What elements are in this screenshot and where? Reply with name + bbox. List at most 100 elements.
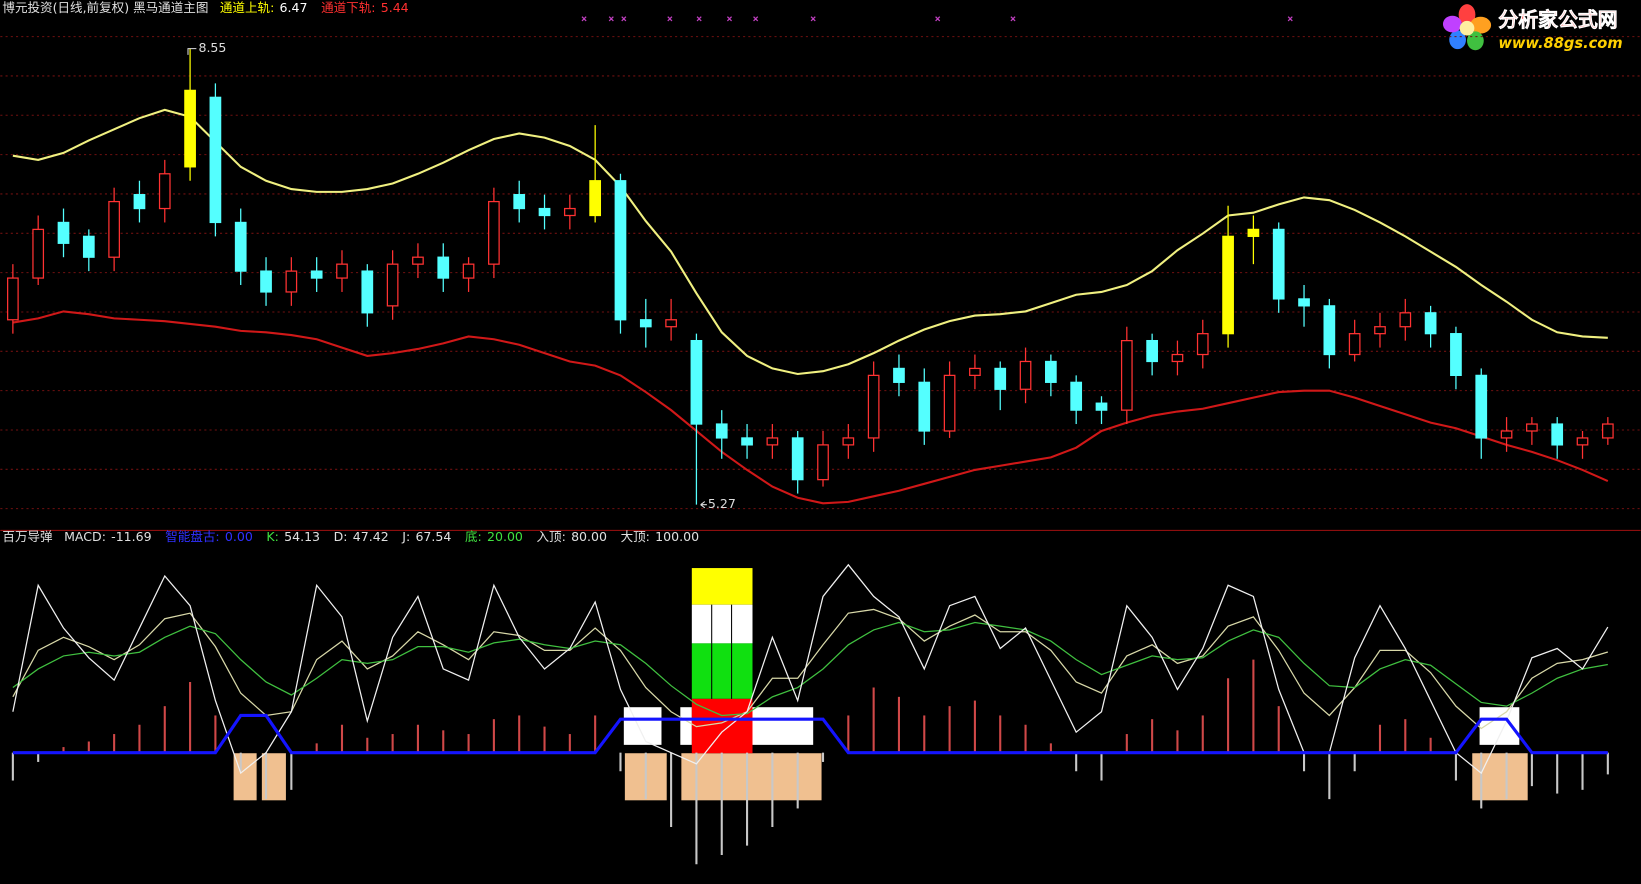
- candle-body: [665, 319, 677, 328]
- candle-body: [1045, 360, 1057, 383]
- candle-body: [1601, 423, 1614, 439]
- candle-body: [969, 367, 981, 377]
- candle-body: [1450, 333, 1462, 377]
- legend-text: 47.42: [353, 529, 389, 544]
- candle-body: [842, 437, 855, 446]
- candle-body: [1095, 402, 1108, 411]
- candle-body: [867, 374, 880, 439]
- legend-text: D:: [334, 529, 348, 544]
- legend-text: 百万导弹: [2, 529, 53, 544]
- legend-text: 5.44: [381, 0, 409, 15]
- candle-body: [184, 89, 196, 168]
- candle-body: [310, 270, 323, 279]
- block: [233, 753, 257, 801]
- candle-body: [563, 207, 576, 217]
- candle-body: [1526, 423, 1538, 432]
- logo-petal: [1449, 30, 1466, 50]
- annotation-pointer: [700, 501, 707, 509]
- candle-body: [108, 200, 120, 258]
- candle-body: [7, 277, 19, 321]
- candle-body: [1171, 353, 1184, 363]
- candle-body: [1247, 228, 1260, 237]
- block: [623, 707, 662, 745]
- candle-body: [1196, 333, 1209, 356]
- candle-body: [488, 200, 500, 265]
- candle-body: [1399, 312, 1412, 328]
- candle-body: [412, 256, 424, 265]
- candle-body: [1070, 381, 1083, 411]
- cross-mark: [581, 16, 1293, 22]
- legend-text: 0.00: [225, 529, 253, 544]
- candle-body: [893, 367, 905, 383]
- legend-text: 54.13: [284, 529, 320, 544]
- legend-text: 底:: [465, 529, 482, 544]
- candle-body: [513, 194, 526, 210]
- candle-body: [158, 173, 171, 210]
- legend-text: K:: [266, 529, 278, 544]
- candle-body: [1323, 305, 1336, 356]
- candle-body: [538, 207, 551, 217]
- logo-url: www.88gs.com: [1498, 35, 1622, 52]
- candle-body: [386, 263, 399, 307]
- candle-body: [690, 339, 703, 425]
- indicator-line: [12, 713, 1608, 755]
- logo-center: [1459, 20, 1475, 36]
- candle-body: [1146, 339, 1158, 363]
- logo-petal: [1442, 15, 1462, 33]
- annotation-pointer: [187, 48, 197, 55]
- legend-text: 67.54: [415, 529, 451, 544]
- block: [680, 707, 692, 745]
- block: [691, 604, 753, 644]
- candle-body: [1298, 298, 1310, 307]
- candle-body: [1424, 312, 1437, 335]
- block: [681, 753, 822, 801]
- logo-petal: [1458, 4, 1476, 26]
- candle-body: [817, 444, 829, 481]
- candle-body: [1348, 333, 1361, 356]
- signal-crosses: [581, 16, 1293, 22]
- indicator-line: [12, 608, 1609, 730]
- legend-text: J:: [401, 529, 410, 544]
- legend-text: 博元投资(日线,前复权) 黑马通道主图: [2, 0, 208, 15]
- candle-body: [285, 270, 298, 293]
- candle-body: [1551, 423, 1564, 446]
- candle-body: [741, 437, 753, 446]
- candle-body: [1019, 360, 1032, 390]
- candle-body: [1222, 235, 1234, 335]
- candle-body: [133, 194, 146, 210]
- candle-body: [1475, 374, 1488, 439]
- candle-body: [1500, 430, 1513, 439]
- candle-body: [1120, 339, 1133, 411]
- candle-body: [791, 437, 804, 481]
- high-label: 8.55: [198, 40, 226, 55]
- legend-text: 20.00: [487, 529, 523, 544]
- block: [691, 643, 753, 699]
- candle-body: [614, 180, 627, 321]
- block: [751, 707, 814, 745]
- channel-line: [12, 108, 1608, 376]
- candle-body: [715, 423, 728, 439]
- legend-text: 100.00: [655, 529, 699, 544]
- candle-body: [1374, 326, 1386, 335]
- logo-petal: [1470, 16, 1492, 34]
- candle-body: [437, 256, 450, 279]
- logo: 分析家公式网 www.88gs.com: [1442, 4, 1623, 52]
- legend-text: 大顶:: [621, 529, 650, 544]
- legend-text: 通道下轨:: [321, 0, 375, 15]
- legend-text: 6.47: [280, 0, 308, 15]
- logo-name: 分析家公式网: [1498, 8, 1617, 31]
- legend-text: 入顶:: [537, 529, 566, 544]
- block-divider: [711, 604, 733, 699]
- candle-body: [361, 270, 374, 314]
- candle-body: [994, 367, 1007, 390]
- legend-text: 通道上轨:: [220, 0, 274, 15]
- legend-text: 智能盘古:: [165, 529, 219, 544]
- candle-body: [462, 263, 475, 279]
- candle-body: [1272, 228, 1285, 300]
- candle-body: [766, 437, 779, 446]
- legend-text: -11.69: [111, 529, 151, 544]
- candle-body: [57, 221, 70, 244]
- legend-text: MACD:: [64, 529, 106, 544]
